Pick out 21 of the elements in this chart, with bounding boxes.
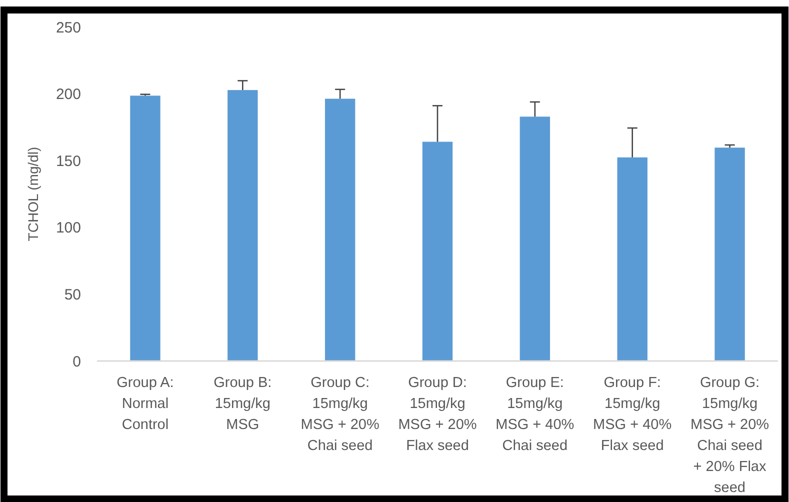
y-tick-label: 150 [56, 152, 81, 170]
bar [422, 142, 453, 361]
x-tick-label: Group A: Normal Control [116, 375, 174, 433]
y-tick-label: 250 [56, 19, 81, 36]
bar [617, 157, 648, 361]
x-tick-label: Group F: 15mg/kg MSG + 40% Flax seed [593, 375, 672, 454]
bar [324, 98, 356, 361]
y-tick-label: 50 [64, 286, 81, 304]
x-tick-label: Group G: 15mg/kg MSG + 20% Chai seed + 20% Flax seed [690, 375, 770, 496]
y-tick-label: 100 [56, 220, 81, 237]
bar [520, 116, 550, 361]
bar [130, 96, 160, 361]
x-tick-label: Group E: 15mg/kg MSG + 40% Chai seed [496, 375, 574, 454]
y-axis-title: TCHOL (mg/dl) [25, 146, 41, 242]
y-tick-label: 0 [72, 353, 81, 370]
bar [714, 148, 745, 361]
x-tick-label: Group C: 15mg/kg MSG + 20% Chai seed [300, 375, 380, 454]
x-tick-label: Group D: 15mg/kg MSG + 20% Flax seed [398, 375, 477, 454]
bar [228, 90, 258, 361]
y-tick-label: 200 [56, 86, 81, 104]
x-tick-label: Group B: 15mg/kg MSG [214, 375, 272, 433]
